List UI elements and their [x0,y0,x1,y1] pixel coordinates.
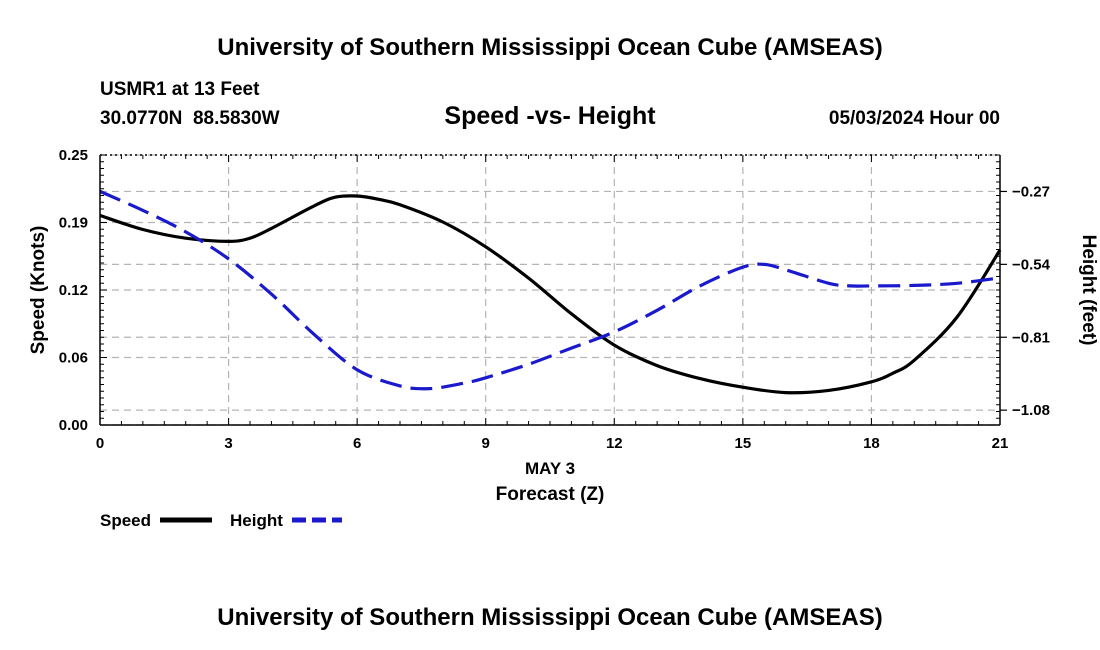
x-axis-sublabel: MAY 3 [525,459,575,478]
left-tick-label: 0.25 [59,147,88,164]
x-tick-label: 6 [353,435,361,452]
x-tick-label: 21 [992,435,1009,452]
top-title: University of Southern Mississippi Ocean… [217,34,882,61]
legend: Speed Height [100,511,342,530]
bottom-title: University of Southern Mississippi Ocean… [217,604,882,631]
right-tick-label: −0.27 [1012,183,1050,200]
left-axis-label: Speed (Knots) [28,226,49,355]
x-tick-label: 9 [482,435,490,452]
left-tick-label: 0.19 [59,215,88,232]
right-tick-label: −1.08 [1012,402,1050,419]
x-axis-label: Forecast (Z) [496,484,605,505]
series-lines [99,189,1002,395]
x-tick-label: 0 [96,435,104,452]
x-tick-label: 3 [224,435,232,452]
x-tick-label: 15 [735,435,752,452]
left-tick-label: 0.06 [59,350,88,367]
plot-title: Speed -vs- Height [444,102,656,130]
right-tick-label: −0.81 [1012,329,1050,346]
left-tick-label: 0.12 [59,282,88,299]
x-tick-label: 12 [606,435,623,452]
legend-height-label: Height [230,511,283,530]
station-label: USMR1 at 13 Feet [100,79,260,100]
series-line-height [99,189,1001,391]
right-tick-label: −0.54 [1012,256,1051,273]
right-axis-label: Height (feet) [1078,235,1099,346]
x-tick-label: 18 [863,435,880,452]
legend-speed-label: Speed [100,511,151,530]
left-tick-label: 0.00 [59,417,88,434]
axes [99,154,1007,426]
tick-labels: 0 3 6 9 12 15 18 21 0.00 0.06 0.12 0.19 0.25 −1.08 −0.… [59,147,1051,452]
datetime-label: 05/03/2024 Hour 00 [829,108,1000,129]
series-line-speed [99,194,1002,395]
coordinates-label: 30.0770N 88.5830W [100,108,280,129]
